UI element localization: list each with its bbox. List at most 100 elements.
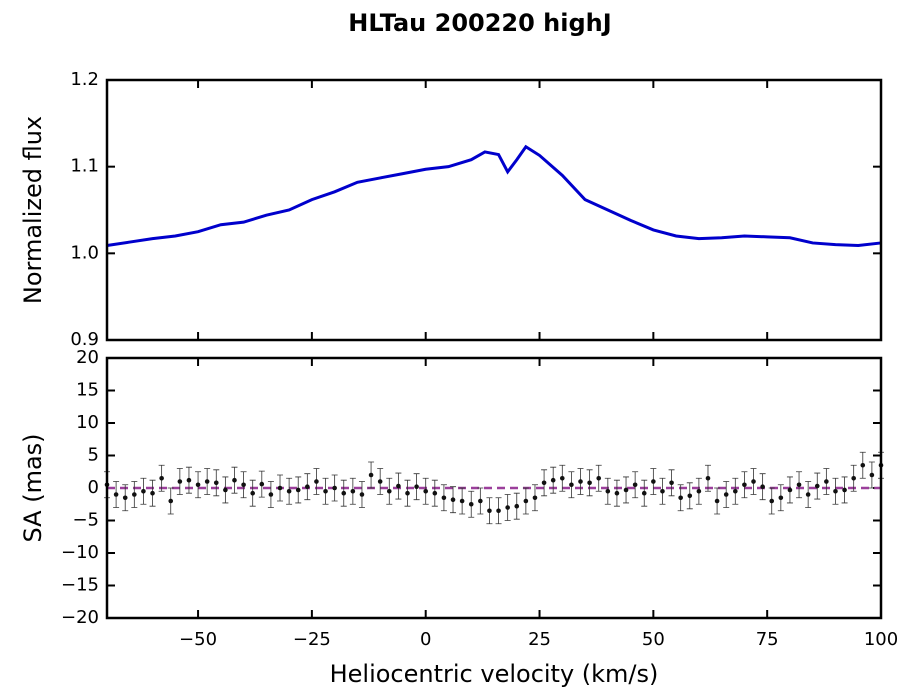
data-point: [869, 472, 875, 478]
x-tick-label: 75: [756, 629, 779, 650]
data-point: [113, 492, 119, 497]
y-tick-label: 1.0: [70, 242, 99, 263]
y-tick-label: 15: [76, 380, 99, 401]
data-point: [733, 488, 738, 494]
data-point: [714, 498, 720, 504]
y-tick-label: 10: [76, 412, 99, 433]
data-point: [122, 495, 128, 501]
data-point: [860, 462, 866, 468]
data-point: [541, 480, 547, 486]
data-point: [177, 479, 183, 484]
data-point: [341, 490, 347, 496]
data-point: [514, 503, 520, 509]
data-point: [605, 488, 611, 494]
data-point: [496, 508, 501, 514]
data-point: [705, 475, 711, 481]
data-point: [195, 482, 201, 488]
data-point: [405, 490, 410, 496]
data-point: [305, 484, 310, 490]
data-point: [150, 490, 155, 496]
data-point: [286, 488, 292, 494]
y-axis-label: Normalized flux: [19, 116, 47, 304]
axes-frame: [105, 78, 883, 342]
data-point: [678, 495, 683, 501]
data-point: [396, 483, 401, 489]
data-point: [314, 479, 319, 484]
data-point: [359, 492, 365, 497]
data-point: [669, 480, 674, 486]
data-point: [186, 477, 192, 483]
y-tick-label: −5: [72, 510, 99, 531]
data-point: [168, 498, 174, 504]
data-point: [587, 480, 592, 486]
data-point: [569, 482, 574, 488]
y-tick-label: −10: [61, 542, 99, 563]
y-tick-label: −15: [61, 575, 99, 596]
data-point: [332, 485, 337, 491]
data-point: [723, 492, 729, 497]
data-point: [550, 477, 556, 483]
data-point: [614, 490, 620, 496]
y-tick-label: 1.1: [70, 156, 99, 177]
data-point: [423, 488, 429, 494]
data-point: [641, 490, 647, 496]
data-point: [259, 481, 265, 487]
x-tick-label: 0: [420, 629, 431, 650]
x-tick-label: 25: [528, 629, 551, 650]
data-point: [751, 479, 756, 484]
data-point: [559, 475, 565, 481]
data-point: [760, 484, 765, 490]
data-point: [787, 487, 793, 493]
data-point: [623, 487, 629, 493]
figure-title: HLTau 200220 highJ: [348, 9, 611, 37]
data-point: [696, 488, 702, 494]
x-tick-label: 100: [864, 629, 898, 650]
data-point: [204, 479, 210, 484]
data-point: [414, 484, 419, 490]
data-point: [459, 498, 465, 504]
data-point: [833, 488, 838, 494]
data-point: [651, 479, 656, 484]
data-point: [250, 490, 255, 496]
y-tick-label: −20: [61, 607, 99, 628]
data-point: [478, 498, 483, 504]
axes-frame: [105, 356, 883, 620]
data-point: [268, 492, 274, 497]
data-point: [769, 498, 775, 504]
data-point: [851, 475, 856, 481]
data-point: [742, 482, 747, 488]
data-point: [213, 480, 219, 486]
data-point: [232, 477, 237, 483]
data-point: [277, 485, 283, 491]
data-point: [241, 482, 246, 488]
data-point: [386, 488, 392, 494]
data-point: [578, 479, 583, 484]
data-point: [141, 488, 146, 494]
y-tick-label: 0: [88, 477, 99, 498]
data-point: [295, 487, 301, 493]
data-point: [468, 501, 474, 507]
data-point: [796, 482, 802, 488]
data-point: [660, 488, 665, 494]
x-axis-label: Heliocentric velocity (km/s): [330, 660, 659, 688]
y-tick-label: 0.9: [70, 329, 99, 350]
data-point: [450, 497, 456, 503]
y-tick-label: 1.2: [70, 69, 99, 90]
flux-line: [106, 144, 882, 248]
data-point: [805, 492, 811, 497]
data-point: [842, 487, 847, 493]
data-point: [523, 498, 529, 504]
data-point: [432, 490, 438, 496]
data-point: [824, 479, 829, 484]
data-point: [223, 487, 228, 493]
data-point: [132, 492, 137, 497]
data-point: [323, 488, 328, 494]
y-tick-label: 20: [76, 347, 99, 368]
data-point: [596, 475, 602, 481]
data-point: [441, 495, 447, 501]
data-point: [487, 508, 492, 514]
y-tick-label: 5: [88, 445, 99, 466]
data-point: [159, 475, 164, 481]
data-point: [350, 488, 356, 494]
x-tick-label: −25: [293, 629, 331, 650]
